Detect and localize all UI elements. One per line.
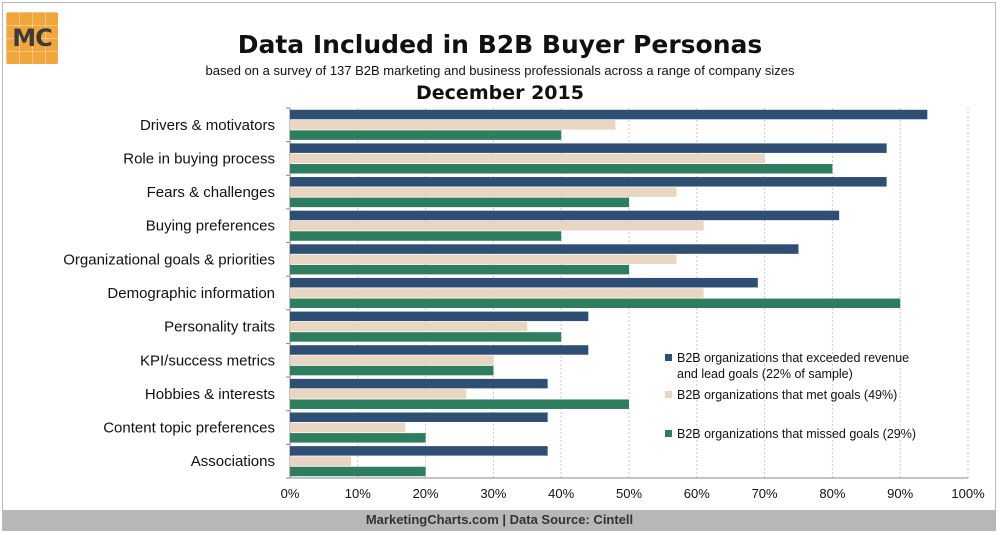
x-tick-label: 30% bbox=[480, 486, 506, 501]
bar bbox=[290, 120, 616, 130]
x-tick-label: 20% bbox=[413, 486, 439, 501]
x-tick-label: 80% bbox=[819, 486, 845, 501]
category-label: Role in buying process bbox=[123, 150, 275, 167]
legend-entry: B2B organizations that missed goals (29%… bbox=[677, 427, 916, 441]
bar bbox=[290, 298, 901, 309]
bar bbox=[290, 378, 548, 389]
bar bbox=[290, 466, 426, 477]
x-tick-label: 100% bbox=[951, 486, 985, 501]
bar bbox=[290, 389, 467, 399]
bar bbox=[290, 321, 528, 332]
category-label: Hobbies & interests bbox=[145, 386, 275, 403]
bar bbox=[290, 446, 548, 456]
bar bbox=[290, 231, 562, 241]
bar bbox=[290, 130, 562, 140]
category-label: Organizational goals & priorities bbox=[63, 251, 275, 268]
category-label: Associations bbox=[191, 453, 275, 470]
bar bbox=[290, 277, 758, 288]
bar bbox=[290, 220, 704, 231]
logo-grid bbox=[6, 12, 58, 64]
chart-date: December 2015 bbox=[416, 82, 584, 104]
bar bbox=[290, 264, 629, 275]
x-tick-label: 50% bbox=[616, 486, 642, 501]
legend-swatch bbox=[665, 354, 672, 361]
x-tick-label: 70% bbox=[752, 486, 778, 501]
bar bbox=[290, 164, 833, 174]
bar bbox=[290, 433, 426, 443]
category-label: Buying preferences bbox=[146, 218, 275, 235]
x-tick-label: 0% bbox=[281, 486, 300, 501]
bar bbox=[290, 109, 928, 120]
bar bbox=[290, 355, 494, 366]
category-label: Personality traits bbox=[164, 319, 275, 336]
x-tick-label: 10% bbox=[345, 486, 371, 501]
x-tick-label: 60% bbox=[684, 486, 710, 501]
legend-entry: and lead goals (22% of sample) bbox=[677, 367, 853, 381]
category-label: Demographic information bbox=[107, 285, 275, 302]
chart-subtitle: based on a survey of 137 B2B marketing a… bbox=[205, 63, 795, 78]
bar bbox=[290, 365, 494, 376]
footer-source: MarketingCharts.com | Data Source: Cinte… bbox=[3, 510, 996, 530]
category-label: KPI/success metrics bbox=[140, 352, 275, 369]
category-label: Fears & challenges bbox=[147, 184, 275, 201]
legend-swatch bbox=[665, 430, 672, 437]
x-tick-label: 90% bbox=[887, 486, 913, 501]
legend-entry: B2B organizations that exceeded revenue bbox=[677, 351, 909, 365]
bar bbox=[290, 332, 562, 342]
bar bbox=[290, 345, 589, 355]
bar bbox=[290, 422, 406, 433]
category-label: Content topic preferences bbox=[103, 420, 275, 437]
legend-swatch bbox=[665, 391, 672, 398]
bar bbox=[290, 311, 589, 322]
bar bbox=[290, 197, 629, 208]
bar bbox=[290, 456, 352, 466]
bar bbox=[290, 399, 629, 409]
legend-entry: B2B organizations that met goals (49%) bbox=[677, 388, 897, 402]
bar bbox=[290, 177, 887, 187]
bar bbox=[290, 412, 548, 422]
category-label: Drivers & motivators bbox=[140, 117, 275, 134]
chart-title: Data Included in B2B Buyer Personas bbox=[237, 30, 763, 59]
bar bbox=[290, 244, 799, 254]
logo-text: MC bbox=[12, 24, 53, 52]
bar bbox=[290, 153, 765, 164]
bar bbox=[290, 210, 840, 221]
bar bbox=[290, 254, 677, 265]
bar bbox=[290, 143, 887, 153]
x-tick-label: 40% bbox=[548, 486, 574, 501]
bar bbox=[290, 187, 677, 197]
marketingcharts-logo: MC bbox=[6, 12, 58, 64]
bar bbox=[290, 288, 704, 298]
